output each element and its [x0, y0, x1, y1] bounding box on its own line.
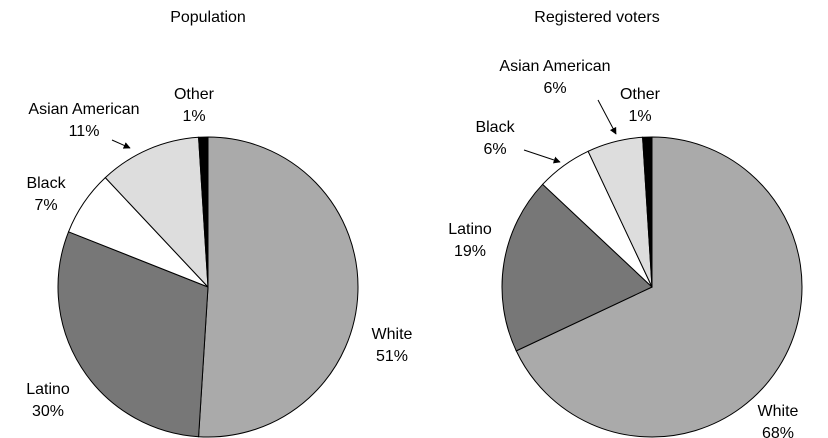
slice-label: Black: [475, 119, 515, 136]
slice-value-label: 51%: [376, 348, 408, 365]
slice-label: White: [372, 326, 413, 343]
pie-slice: [501, 183, 653, 352]
slice-value-label: 7%: [34, 197, 57, 214]
slice-label: Asian American: [28, 101, 139, 118]
slice-value-label: 6%: [483, 141, 506, 158]
slice-value-label: 11%: [69, 123, 100, 140]
slice-value-label: 6%: [543, 80, 566, 97]
slice-value-label: 19%: [454, 243, 486, 260]
pie-slice: [57, 231, 209, 438]
slice-label: Latino: [26, 381, 70, 398]
arrow: [523, 149, 561, 164]
slice-label: Asian American: [499, 58, 610, 75]
arrow: [111, 139, 131, 149]
pie-slice: [515, 136, 803, 438]
pie-slice: [642, 136, 653, 288]
pie-slice: [104, 136, 209, 289]
pie-slice: [198, 136, 359, 438]
chart-title: Registered voters: [534, 9, 659, 26]
slice-value-label: 1%: [182, 108, 205, 125]
chart-title: Population: [170, 9, 246, 26]
slice-label: Black: [26, 175, 66, 192]
pie-slice: [198, 136, 209, 288]
slice-label: Other: [620, 86, 661, 103]
slice-label: Latino: [448, 221, 492, 238]
slice-value-label: 1%: [628, 108, 651, 125]
slice-value-label: 68%: [762, 425, 794, 438]
arrow: [597, 99, 617, 135]
slice-label: Other: [174, 86, 215, 103]
slice-value-label: 30%: [32, 403, 64, 420]
slice-label: White: [758, 403, 799, 420]
